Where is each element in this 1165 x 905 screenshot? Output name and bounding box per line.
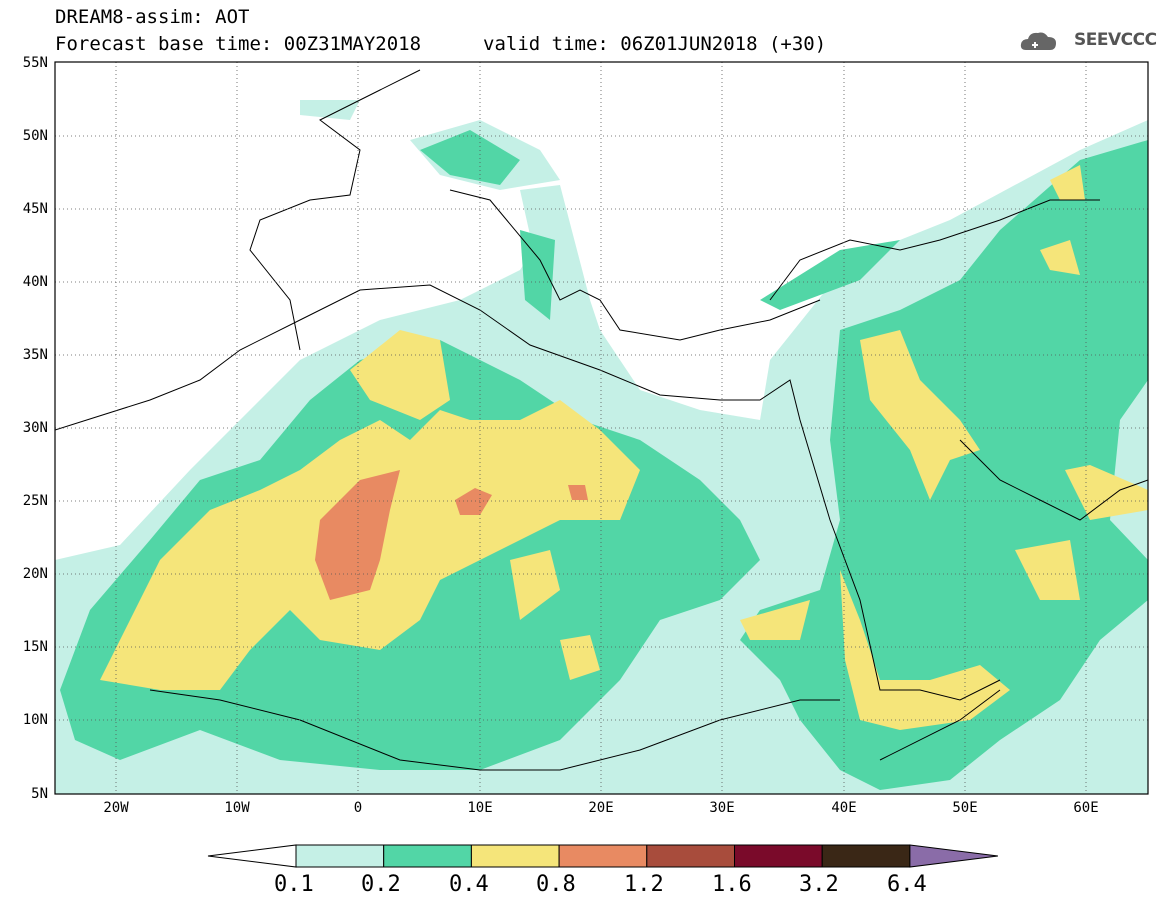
lat-label: 25N <box>23 493 48 509</box>
lat-label: 40N <box>23 274 48 290</box>
colorbar-label: 0.4 <box>449 872 489 897</box>
lon-label: 0 <box>354 800 362 816</box>
map-frame <box>54 61 1149 795</box>
lat-label: 10N <box>23 712 48 728</box>
colorbar-under-arrow <box>207 844 297 868</box>
colorbar-bin <box>646 844 735 868</box>
longitude-labels: 20W 10W 0 10E 20E 30E 40E 50E 60E <box>103 800 1098 816</box>
valid-time-label: valid time: 06Z01JUN2018 (+30) <box>483 33 827 55</box>
lon-label: 30E <box>709 800 734 816</box>
lon-label: 10W <box>224 800 250 816</box>
lon-label: 40E <box>831 800 856 816</box>
lat-label: 15N <box>23 639 48 655</box>
cloud-logo-icon <box>1020 32 1056 50</box>
coastlines <box>55 69 1148 771</box>
colorbar-label: 0.1 <box>274 872 314 897</box>
logo-text: SEEVCCC <box>1074 30 1157 50</box>
colorbar-label: 1.6 <box>712 872 752 897</box>
latitude-labels: 55N 50N 45N 40N 35N 30N 25N 20N 15N 10N … <box>23 55 48 802</box>
lat-label: 30N <box>23 420 48 436</box>
colorbar-label: 3.2 <box>799 872 839 897</box>
colorbar-label: 6.4 <box>887 872 927 897</box>
lat-label: 20N <box>23 566 48 582</box>
colorbar-bin <box>383 844 472 868</box>
base-time-label: Forecast base time: 00Z31MAY2018 <box>55 33 422 55</box>
colorbar-bin <box>558 844 648 868</box>
lat-label: 55N <box>23 55 48 71</box>
lat-label: 35N <box>23 347 48 363</box>
colorbar-bin <box>734 844 823 868</box>
colorbar-over-arrow <box>909 844 998 868</box>
lon-label: 60E <box>1073 800 1098 816</box>
colorbar-label: 0.8 <box>536 872 576 897</box>
colorbar-label: 0.2 <box>361 872 401 897</box>
colorbar-bin <box>295 844 385 868</box>
map-title: DREAM8-assim: AOT <box>55 6 250 28</box>
colorbar-bin <box>470 844 560 868</box>
aot-shading <box>55 100 1148 794</box>
lon-label: 10E <box>467 800 492 816</box>
lat-label: 45N <box>23 201 48 217</box>
lon-label: 20W <box>103 800 129 816</box>
lon-label: 20E <box>588 800 613 816</box>
colorbar <box>207 844 998 868</box>
lat-label: 50N <box>23 128 48 144</box>
colorbar-bin <box>821 844 911 868</box>
lat-label: 5N <box>31 786 48 802</box>
lon-label: 50E <box>952 800 977 816</box>
colorbar-label: 1.2 <box>624 872 664 897</box>
